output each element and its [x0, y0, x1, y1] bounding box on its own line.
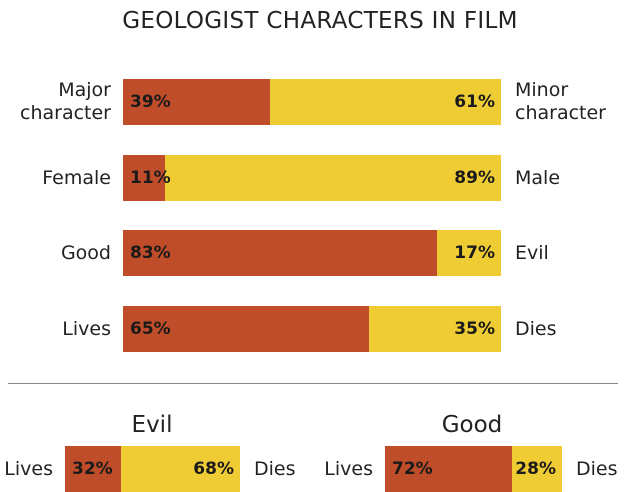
stacked-bar — [385, 446, 562, 492]
evil-subchart-title: Evil — [131, 412, 173, 438]
category-label-right: Dies — [515, 317, 557, 340]
bar-segment-left — [123, 306, 369, 352]
section-divider — [8, 383, 618, 384]
data-label-right: 28% — [515, 459, 556, 479]
good-subchart-title: Good — [441, 412, 503, 438]
category-label-left: Major character — [20, 79, 111, 124]
bar-segment-right — [121, 446, 240, 492]
chart-title: GEOLOGIST CHARACTERS IN FILM — [122, 8, 518, 34]
data-label-right: 35% — [454, 319, 495, 339]
bar-segment-right — [436, 230, 501, 276]
stacked-bar — [123, 155, 501, 201]
category-label-left: Good — [60, 241, 111, 264]
data-label-right: 89% — [454, 168, 495, 188]
category-label-left: Female — [42, 166, 111, 189]
data-label-left: 65% — [130, 319, 171, 339]
bar-segment-right — [368, 306, 501, 352]
bar-segment-left — [385, 446, 513, 492]
data-label-left: 11% — [130, 168, 171, 188]
data-label-right: 68% — [193, 459, 234, 479]
bar-segment-left — [123, 230, 437, 276]
bar-segment-left — [123, 155, 165, 201]
data-label-left: 83% — [130, 243, 171, 263]
bar-segment-right — [164, 155, 501, 201]
data-label-left: 72% — [392, 459, 433, 479]
bar-segment-right — [270, 79, 501, 125]
category-label-left: Lives — [324, 457, 373, 480]
category-label-left: Lives — [62, 317, 111, 340]
category-label-right: Dies — [254, 457, 296, 480]
data-label-left: 32% — [72, 459, 113, 479]
category-label-right: Evil — [515, 241, 549, 264]
stacked-bar — [123, 230, 501, 276]
category-label-right: Minor character — [515, 79, 606, 124]
stacked-bar — [123, 79, 501, 125]
bar-segment-left — [123, 79, 271, 125]
category-label-right: Male — [515, 166, 561, 189]
category-label-left: Lives — [4, 457, 53, 480]
category-label-right: Dies — [576, 457, 618, 480]
stacked-bar — [123, 306, 501, 352]
data-label-right: 61% — [454, 92, 495, 112]
bar-segment-left — [65, 446, 121, 492]
bar-segment-right — [512, 446, 562, 492]
data-label-right: 17% — [454, 243, 495, 263]
data-label-left: 39% — [130, 92, 171, 112]
stacked-bar — [65, 446, 240, 492]
